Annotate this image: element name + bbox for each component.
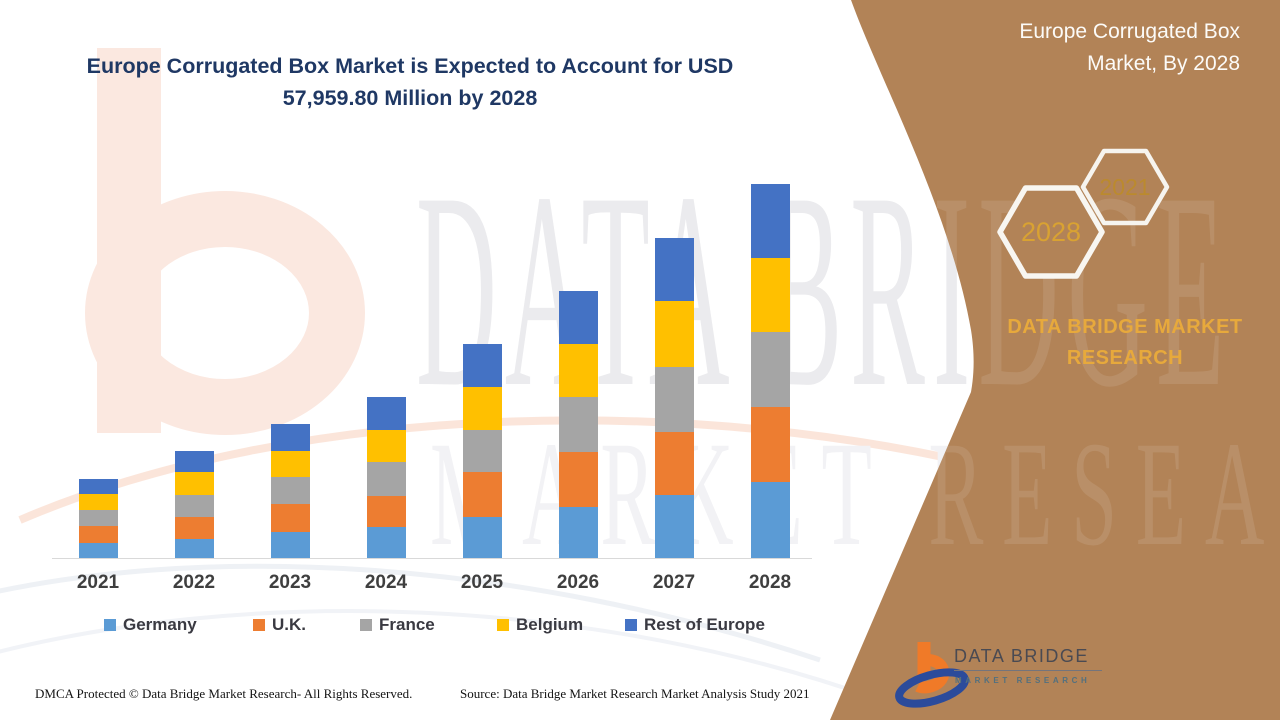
legend-item-belgium: Belgium bbox=[497, 615, 584, 634]
side-panel-title: Europe Corrugated Box Market, By 2028 bbox=[1019, 20, 1240, 75]
bar-segment-2024-belgium bbox=[366, 430, 406, 463]
bar-segment-2022-france bbox=[174, 495, 214, 518]
bar-segment-2026-france bbox=[558, 397, 598, 453]
hexagon-2028-label: 2028 bbox=[1020, 217, 1082, 247]
legend-label: Belgium bbox=[516, 615, 584, 634]
bar-segment-2028-germany bbox=[750, 481, 790, 558]
bar-segment-2022-belgium bbox=[174, 472, 214, 496]
stacked-bar-chart: 2021 2022 2023 2024 2025 2026 2027 2028 Germany U… bbox=[52, 184, 812, 634]
bar-segment-2028-france bbox=[750, 332, 790, 407]
bar-segment-2021-france bbox=[78, 510, 118, 527]
bar-segment-2027-belgium bbox=[654, 301, 694, 368]
hexagon-2021-label: 2021 bbox=[1099, 174, 1151, 200]
legend-item-rest-of-europe: Rest of Europe bbox=[625, 615, 765, 634]
bar-segment-2024-rest-of-europe bbox=[366, 397, 406, 431]
bar-segment-2026-rest-of-europe bbox=[558, 291, 598, 345]
hexagon-2028-outline bbox=[997, 185, 1105, 279]
bar-segment-2024-germany bbox=[366, 527, 406, 558]
hexagon-2021-outline bbox=[1080, 148, 1170, 226]
logo-subtitle-text: MARKET RESEARCH bbox=[955, 676, 1091, 685]
legend-swatch-icon bbox=[497, 619, 509, 631]
bar-segment-2022-rest-of-europe bbox=[174, 451, 214, 473]
bar-segment-2025-germany bbox=[462, 517, 502, 558]
bar-segment-2025-u-k- bbox=[462, 472, 502, 518]
watermark-red-swoosh bbox=[18, 416, 1001, 524]
bar-segment-2024-france bbox=[366, 462, 406, 497]
watermark-b-bowl bbox=[85, 191, 365, 435]
legend-item-u-k-: U.K. bbox=[253, 615, 306, 634]
bar-segment-2028-u-k- bbox=[750, 407, 790, 482]
bar-segment-2025-belgium bbox=[462, 387, 502, 431]
bar-segment-2027-rest-of-europe bbox=[654, 238, 694, 302]
legend-swatch-icon bbox=[104, 619, 116, 631]
x-axis-label-2027: 2027 bbox=[652, 572, 696, 593]
legend-label: France bbox=[379, 615, 435, 634]
x-axis-label-2026: 2026 bbox=[556, 572, 600, 593]
bar-segment-2027-france bbox=[654, 367, 694, 433]
bar-segment-2022-u-k- bbox=[174, 517, 214, 540]
x-axis-line bbox=[52, 558, 812, 559]
bar-segment-2026-belgium bbox=[558, 344, 598, 398]
bar-segment-2021-germany bbox=[78, 543, 118, 558]
bar-segment-2021-belgium bbox=[78, 494, 118, 511]
data-bridge-logo-icon bbox=[895, 642, 969, 708]
bar-segment-2023-germany bbox=[270, 531, 310, 558]
bar-segment-2026-u-k- bbox=[558, 452, 598, 507]
bar-segment-2027-germany bbox=[654, 495, 694, 558]
bar-segment-2021-rest-of-europe bbox=[78, 479, 118, 495]
watermark-gray-arc-2 bbox=[0, 609, 881, 702]
logo-name-text: DATA BRIDGE bbox=[954, 646, 1102, 671]
legend-label: U.K. bbox=[272, 615, 306, 634]
bar-segment-2026-germany bbox=[558, 507, 598, 558]
legend-item-france: France bbox=[360, 615, 435, 634]
bar-segment-2023-rest-of-europe bbox=[270, 424, 310, 451]
watermark-gray-arc-1 bbox=[0, 563, 821, 663]
bar-segment-2023-u-k- bbox=[270, 503, 310, 532]
footer-source-text: Source: Data Bridge Market Research Mark… bbox=[460, 686, 810, 701]
bar-segment-2025-rest-of-europe bbox=[462, 344, 502, 388]
bar-segment-2023-belgium bbox=[270, 451, 310, 477]
x-axis-label-2024: 2024 bbox=[364, 572, 408, 593]
legend-swatch-icon bbox=[625, 619, 637, 631]
x-axis-label-2028: 2028 bbox=[748, 572, 792, 593]
x-axis-label-2025: 2025 bbox=[460, 572, 504, 593]
side-panel-brown-path bbox=[830, 0, 1280, 720]
bar-segment-2022-germany bbox=[174, 539, 214, 558]
x-axis-label-2021: 2021 bbox=[76, 572, 120, 593]
legend-swatch-icon bbox=[360, 619, 372, 631]
legend-item-germany: Germany bbox=[104, 615, 197, 634]
legend-label: Rest of Europe bbox=[644, 615, 765, 634]
footer-dmca-text: DMCA Protected © Data Bridge Market Rese… bbox=[35, 686, 413, 701]
watermark-brand-line1-ghost: DATA BRIDGE bbox=[416, 134, 1233, 445]
bar-segment-2023-france bbox=[270, 477, 310, 504]
side-panel-brand-text: DATA BRIDGE MARKET RESEARCH bbox=[1007, 316, 1243, 369]
x-axis-label-2022: 2022 bbox=[172, 572, 216, 593]
legend-label: Germany bbox=[123, 615, 197, 634]
bar-segment-2024-u-k- bbox=[366, 496, 406, 528]
bar-segment-2028-rest-of-europe bbox=[750, 184, 790, 258]
x-axis-label-2023: 2023 bbox=[268, 572, 312, 593]
bar-segment-2028-belgium bbox=[750, 258, 790, 332]
bar-segment-2027-u-k- bbox=[654, 432, 694, 495]
bar-segment-2025-france bbox=[462, 430, 502, 473]
chart-title: Europe Corrugated Box Market is Expected… bbox=[86, 54, 734, 110]
legend-swatch-icon bbox=[253, 619, 265, 631]
bar-segment-2021-u-k- bbox=[78, 526, 118, 544]
